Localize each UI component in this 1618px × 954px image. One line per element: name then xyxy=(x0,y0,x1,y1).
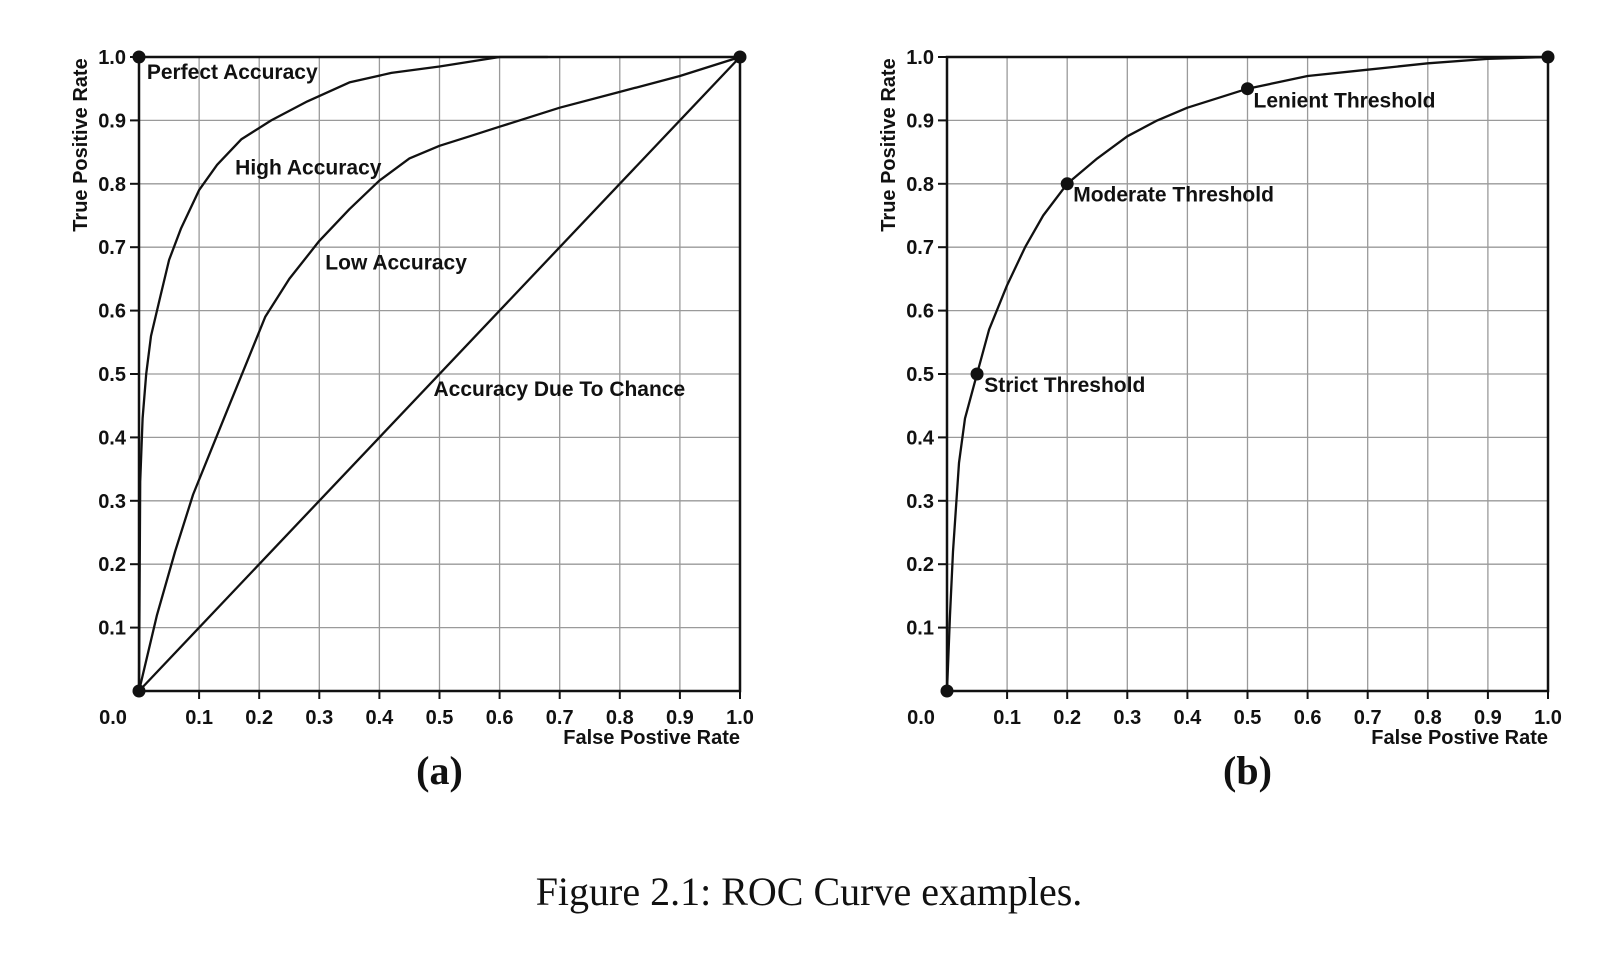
y-tick-label: 1.0 xyxy=(906,47,934,69)
y-tick-label: 0.6 xyxy=(906,301,934,323)
x-axis-label: False Postive Rate xyxy=(563,727,740,749)
x-tick-label: 0.5 xyxy=(1234,707,1262,729)
x-tick-label: 0.4 xyxy=(1173,707,1202,729)
figure-caption: Figure 2.1: ROC Curve examples. xyxy=(535,869,1083,914)
curve-annotation: Moderate Threshold xyxy=(1073,184,1274,207)
data-point-marker xyxy=(940,684,954,698)
x-tick-label: 0.2 xyxy=(245,707,273,729)
y-tick-label: 0.5 xyxy=(906,364,934,386)
panel-a: 0.1 0.2 0.3 0.4 0.5 0.6 0.7 0.8 0.9 1.0 0.0 0.1 0.2 0… xyxy=(70,47,754,793)
x-tick-label: 0.8 xyxy=(1414,707,1442,729)
data-point-marker xyxy=(1541,50,1555,64)
x-tick-label: 0.5 xyxy=(426,707,454,729)
y-tick-label: 0.8 xyxy=(98,174,126,196)
curve-annotation: High Accuracy xyxy=(235,156,382,179)
y-tick-label: 0.1 xyxy=(906,618,934,640)
series-line-3 xyxy=(138,56,741,692)
x-tick-label: 0.9 xyxy=(1474,707,1502,729)
y-axis-label: True Positive Rate xyxy=(70,58,92,231)
y-tick-label: 0.3 xyxy=(906,491,934,513)
y-tick-label: 0.2 xyxy=(906,554,934,576)
x-tick-label: 0.1 xyxy=(993,707,1021,729)
series-line-2 xyxy=(137,55,741,692)
curve-annotation: Lenient Threshold xyxy=(1254,90,1436,113)
data-point-marker xyxy=(970,367,984,381)
curve-annotation: Perfect Accuracy xyxy=(147,61,318,84)
x-tick-label: 0.8 xyxy=(606,707,634,729)
y-tick-label: 0.1 xyxy=(98,618,126,640)
y-tick-label: 0.4 xyxy=(906,427,935,449)
x-tick-label: 0.7 xyxy=(546,707,574,729)
curve-annotation: Low Accuracy xyxy=(325,251,467,274)
y-tick-label: 1.0 xyxy=(98,47,126,69)
y-tick-label: 0.8 xyxy=(906,174,934,196)
x-tick-label: 0.9 xyxy=(666,707,694,729)
data-point-marker xyxy=(1060,177,1074,191)
curve-annotation: Strict Threshold xyxy=(984,374,1145,397)
y-tick-label: 0.9 xyxy=(98,110,126,132)
x-axis-label: False Postive Rate xyxy=(1371,727,1548,749)
panel-label: (a) xyxy=(416,748,463,793)
x-tick-label: 0.6 xyxy=(1294,707,1322,729)
data-point-marker xyxy=(132,50,146,64)
curve-annotation: Accuracy Due To Chance xyxy=(433,378,685,401)
x-tick-label: 0.1 xyxy=(185,707,213,729)
series-line-1 xyxy=(137,55,548,692)
series-line-1 xyxy=(945,55,1549,692)
x-tick-label: 0.0 xyxy=(907,707,935,729)
x-tick-label: 0.6 xyxy=(486,707,514,729)
data-point-marker xyxy=(1241,82,1254,96)
y-tick-label: 0.2 xyxy=(98,554,126,576)
x-tick-label: 0.3 xyxy=(305,707,333,729)
y-tick-label: 0.5 xyxy=(98,364,126,386)
y-tick-label: 0.7 xyxy=(98,237,126,259)
data-point-marker xyxy=(132,684,146,698)
x-tick-label: 0.4 xyxy=(365,707,394,729)
y-tick-label: 0.7 xyxy=(906,237,934,259)
y-tick-label: 0.9 xyxy=(906,110,934,132)
x-tick-label: 1.0 xyxy=(1534,707,1562,729)
panel-b: 0.1 0.2 0.3 0.4 0.5 0.6 0.7 0.8 0.9 1.0 0.0 0.1 0.2 0… xyxy=(878,47,1562,793)
y-tick-label: 0.3 xyxy=(98,491,126,513)
x-tick-label: 0.2 xyxy=(1053,707,1081,729)
y-tick-label: 0.6 xyxy=(98,301,126,323)
y-axis-label: True Positive Rate xyxy=(878,58,900,231)
x-tick-label: 0.3 xyxy=(1113,707,1141,729)
x-tick-label: 0.7 xyxy=(1354,707,1382,729)
data-point-marker xyxy=(733,50,747,64)
x-tick-label: 0.0 xyxy=(99,707,127,729)
x-tick-label: 1.0 xyxy=(726,707,754,729)
y-tick-label: 0.4 xyxy=(98,427,127,449)
panel-label: (b) xyxy=(1223,748,1272,793)
